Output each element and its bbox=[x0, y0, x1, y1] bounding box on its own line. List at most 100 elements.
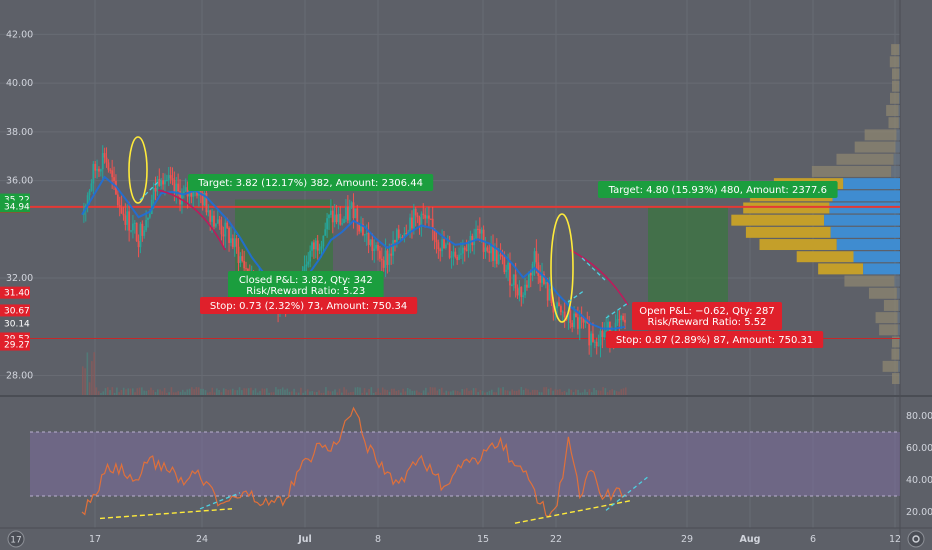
price-tag-text: 30.67 bbox=[4, 306, 30, 316]
candle bbox=[184, 187, 187, 192]
candle bbox=[173, 180, 176, 192]
volume-bar bbox=[336, 392, 339, 395]
volume-bar bbox=[486, 392, 489, 395]
volume-bar bbox=[600, 390, 602, 395]
volume-bar bbox=[456, 391, 459, 395]
candle bbox=[130, 230, 132, 232]
trend-line[interactable] bbox=[567, 289, 586, 303]
candle bbox=[397, 229, 400, 238]
trend-line[interactable] bbox=[605, 302, 629, 319]
candle bbox=[461, 247, 464, 254]
rsi-divergence-line[interactable] bbox=[514, 500, 631, 524]
rsi-panel[interactable] bbox=[30, 406, 900, 524]
moving-averages bbox=[81, 175, 629, 330]
candle bbox=[592, 333, 594, 342]
candle bbox=[369, 239, 372, 245]
volume-bar bbox=[100, 392, 102, 395]
candle bbox=[399, 236, 402, 238]
gear-icon[interactable] bbox=[907, 530, 925, 548]
rsi-tick-label: 80.00 bbox=[906, 411, 932, 422]
volume-bar bbox=[550, 387, 552, 395]
trend-line[interactable] bbox=[139, 179, 161, 201]
highlight-ellipse[interactable] bbox=[550, 213, 574, 323]
volume-bar bbox=[493, 392, 495, 395]
candle bbox=[218, 219, 221, 226]
volume-bar bbox=[136, 388, 139, 395]
candle bbox=[556, 302, 559, 309]
candle bbox=[477, 228, 479, 230]
price-tag[interactable]: 30.67 bbox=[0, 304, 30, 317]
candle bbox=[537, 262, 540, 276]
candle bbox=[529, 272, 532, 276]
candle bbox=[490, 244, 493, 254]
candle bbox=[222, 234, 225, 237]
price-tag[interactable]: 34.94 bbox=[0, 200, 30, 213]
volume-profile-bar bbox=[745, 226, 831, 238]
rsi-trend-line[interactable] bbox=[199, 492, 241, 510]
volume-bar bbox=[384, 389, 386, 395]
candle bbox=[424, 214, 427, 219]
rsi-trend-line[interactable] bbox=[605, 476, 649, 511]
volume-profile-bar bbox=[895, 141, 900, 153]
highlight-ellipse[interactable] bbox=[128, 136, 148, 204]
volume-bar bbox=[445, 390, 448, 395]
volume-bar bbox=[316, 392, 318, 395]
candle bbox=[132, 223, 134, 231]
rsi-divergence-line[interactable] bbox=[99, 508, 233, 520]
candle bbox=[162, 180, 164, 185]
candle bbox=[390, 253, 393, 256]
candle bbox=[509, 262, 511, 286]
stop-label: Stop: 0.73 (2.32%) 73, Amount: 750.34 bbox=[200, 297, 418, 314]
candle bbox=[377, 245, 379, 251]
volume-bar bbox=[370, 387, 373, 395]
candle bbox=[533, 251, 536, 264]
candle bbox=[118, 205, 121, 208]
volume-bar bbox=[311, 391, 314, 395]
candle bbox=[213, 215, 215, 227]
volume-bar bbox=[429, 387, 432, 395]
trend-line[interactable] bbox=[581, 257, 606, 281]
candle bbox=[597, 345, 600, 347]
volume-bar bbox=[563, 391, 566, 395]
ema-line bbox=[81, 175, 626, 330]
candle bbox=[239, 256, 242, 263]
volume-profile-bar bbox=[896, 129, 900, 141]
candle bbox=[160, 180, 163, 186]
tradingview-logo[interactable]: 17 bbox=[7, 530, 25, 548]
volume-bar bbox=[177, 391, 180, 395]
volume-profile-bar bbox=[892, 80, 900, 92]
volume-bar bbox=[227, 390, 230, 395]
price-tag[interactable]: 31.40 bbox=[0, 286, 30, 299]
price-tag[interactable]: 30.14 bbox=[0, 317, 30, 330]
volume-bar bbox=[141, 387, 143, 395]
volume-bar bbox=[570, 389, 573, 395]
candle bbox=[331, 210, 334, 223]
volume-bar bbox=[186, 389, 189, 395]
volume-bar bbox=[365, 392, 368, 395]
volume-profile-bar bbox=[898, 92, 900, 104]
time-axis[interactable]: 17 24 Jul 8 15 22 29 Aug 6 12 bbox=[89, 534, 901, 545]
volume-profile-bar bbox=[811, 165, 892, 177]
price-tag-text: 30.14 bbox=[4, 319, 30, 329]
drawings[interactable] bbox=[128, 136, 629, 323]
volume-bar bbox=[229, 389, 232, 395]
candle bbox=[620, 315, 623, 320]
price-axis[interactable]: 42.0040.0038.0036.0032.0028.0035.2234.92… bbox=[0, 29, 932, 518]
volume-bar bbox=[536, 390, 538, 395]
candle bbox=[514, 274, 517, 289]
price-tag[interactable]: 29.27 bbox=[0, 338, 30, 351]
candle bbox=[201, 193, 204, 206]
price-tick-label: 38.00 bbox=[6, 127, 33, 138]
candle bbox=[439, 249, 442, 252]
volume-bar bbox=[168, 392, 170, 395]
candle bbox=[380, 258, 383, 261]
volume-bar bbox=[222, 388, 225, 395]
volume-bar bbox=[615, 391, 618, 395]
candle bbox=[147, 217, 149, 220]
stop-label: Stop: 0.87 (2.89%) 87, Amount: 750.31 bbox=[606, 331, 824, 348]
volume-profile-bar bbox=[892, 373, 900, 385]
volume-profile-bar bbox=[889, 92, 899, 104]
time-tick-label: 6 bbox=[810, 534, 816, 545]
candle bbox=[622, 315, 625, 320]
